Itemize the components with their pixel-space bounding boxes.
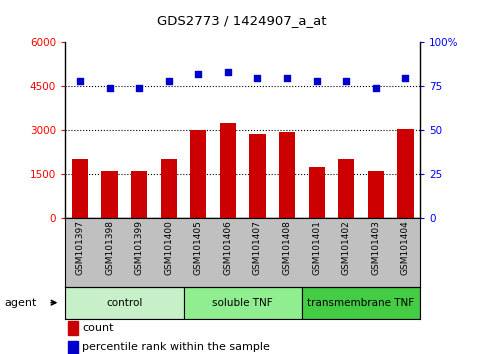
Text: GDS2773 / 1424907_a_at: GDS2773 / 1424907_a_at xyxy=(157,14,326,27)
Bar xyxy=(161,159,177,218)
Text: GSM101405: GSM101405 xyxy=(194,220,203,275)
Bar xyxy=(190,130,206,218)
Bar xyxy=(309,167,325,218)
Text: transmembrane TNF: transmembrane TNF xyxy=(308,298,414,308)
Text: percentile rank within the sample: percentile rank within the sample xyxy=(82,342,270,352)
Text: GSM101399: GSM101399 xyxy=(135,220,143,275)
Bar xyxy=(220,123,236,218)
Bar xyxy=(398,129,413,218)
Point xyxy=(135,85,143,91)
Text: GSM101407: GSM101407 xyxy=(253,220,262,275)
Bar xyxy=(368,171,384,218)
Text: GSM101400: GSM101400 xyxy=(164,220,173,275)
Bar xyxy=(72,159,88,218)
Point xyxy=(165,78,172,84)
Text: GSM101403: GSM101403 xyxy=(371,220,380,275)
Bar xyxy=(65,287,184,319)
Bar xyxy=(131,171,147,218)
Bar xyxy=(184,287,302,319)
Point xyxy=(106,85,114,91)
Text: GSM101397: GSM101397 xyxy=(75,220,85,275)
Point xyxy=(372,85,380,91)
Text: soluble TNF: soluble TNF xyxy=(213,298,273,308)
Point xyxy=(283,75,291,80)
Point xyxy=(401,75,409,80)
Text: GSM101404: GSM101404 xyxy=(401,220,410,275)
Text: agent: agent xyxy=(5,298,37,308)
Bar xyxy=(338,159,355,218)
Text: GSM101398: GSM101398 xyxy=(105,220,114,275)
Point xyxy=(76,78,84,84)
Point xyxy=(224,69,232,75)
Point xyxy=(195,71,202,77)
Bar xyxy=(249,135,266,218)
Bar xyxy=(302,287,420,319)
Text: count: count xyxy=(82,323,114,333)
Text: GSM101408: GSM101408 xyxy=(283,220,292,275)
Text: control: control xyxy=(106,298,142,308)
Text: GSM101406: GSM101406 xyxy=(224,220,232,275)
Bar xyxy=(101,171,118,218)
Text: GSM101402: GSM101402 xyxy=(342,220,351,275)
Point xyxy=(342,78,350,84)
Point xyxy=(313,78,321,84)
Text: GSM101401: GSM101401 xyxy=(312,220,321,275)
Bar xyxy=(279,132,295,218)
Point xyxy=(254,75,261,80)
